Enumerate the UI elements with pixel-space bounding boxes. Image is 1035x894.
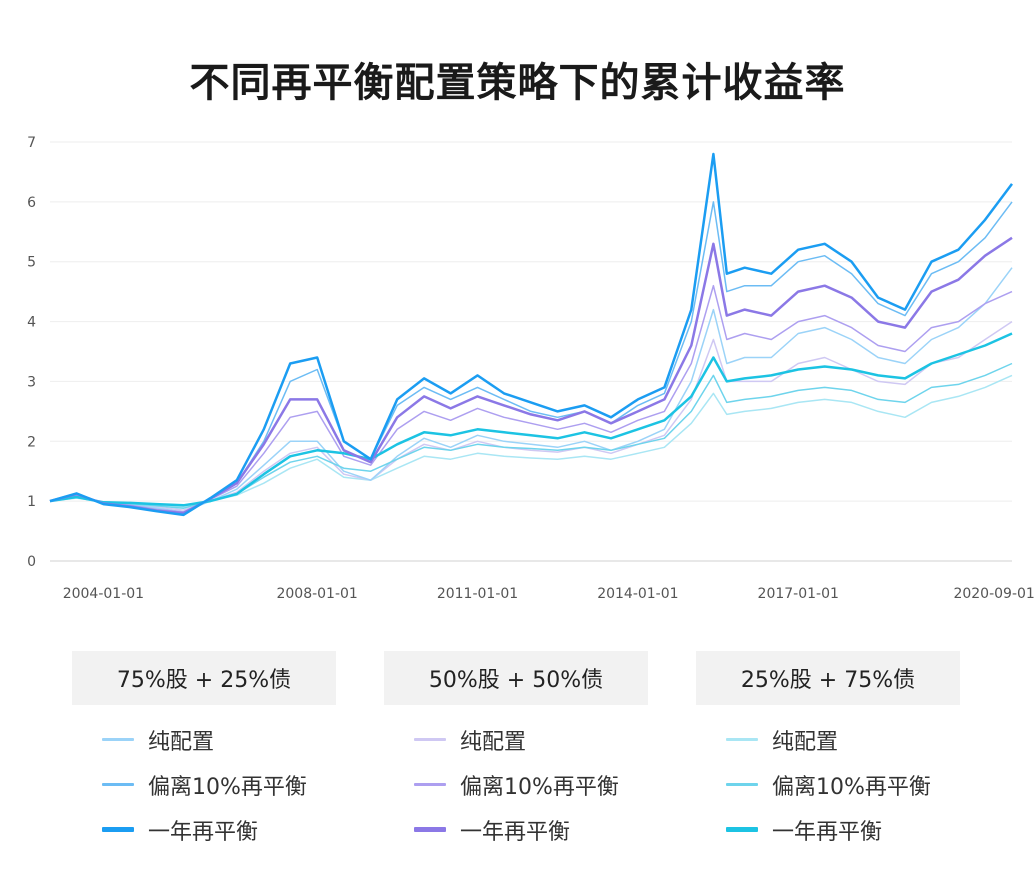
series-lines bbox=[49, 152, 1014, 517]
legend-item: 偏离10%再平衡 bbox=[102, 762, 336, 807]
y-tick-label: 2 bbox=[27, 434, 36, 450]
legend-label: 偏离10%再平衡 bbox=[460, 774, 619, 800]
x-tick-label: 2004-01-01 bbox=[63, 586, 144, 602]
legend-item: 偏离10%再平衡 bbox=[414, 762, 648, 807]
legend-items: 纯配置偏离10%再平衡 一年再平衡 bbox=[384, 717, 648, 852]
y-tick-label: 1 bbox=[27, 494, 36, 510]
legend-label: 纯配置 bbox=[460, 729, 527, 755]
axes: 0 1 2 3 4 5 6 7 2004-01-01 2008-01-01 2011-01-01 20… bbox=[27, 135, 1035, 602]
x-tick-label: 2008-01-01 bbox=[276, 586, 357, 602]
series-line bbox=[49, 284, 1013, 513]
x-tick-label: 2017-01-01 bbox=[758, 586, 839, 602]
y-tick-label: 0 bbox=[27, 554, 36, 570]
legend-group-75-25: 75%股 + 25%债 纯配置偏离10%再平衡 一年再平衡 bbox=[72, 651, 336, 852]
series-line bbox=[49, 236, 1013, 515]
legend-header: 25%股 + 75%债 bbox=[696, 651, 960, 705]
legend-item: 纯配置 bbox=[726, 717, 960, 762]
legend-swatch bbox=[102, 783, 134, 786]
legend-swatch bbox=[414, 827, 446, 832]
legend-item: 一年再平衡 bbox=[726, 807, 960, 852]
x-tick-label: 2011-01-01 bbox=[437, 586, 518, 602]
series-line bbox=[49, 201, 1013, 514]
gridlines bbox=[50, 141, 1012, 502]
y-tick-label: 4 bbox=[27, 315, 36, 331]
series-line bbox=[49, 152, 1014, 517]
series-line bbox=[49, 267, 1013, 513]
chart-title: 不同再平衡配置策略下的累计收益率 bbox=[189, 60, 846, 106]
legend-label: 纯配置 bbox=[148, 729, 215, 755]
line-chart: 0 1 2 3 4 5 6 7 2004-01-01 2008-01-01 2011-01-01 20… bbox=[27, 135, 1035, 602]
legend-item: 偏离10%再平衡 bbox=[726, 762, 960, 807]
legend-label: 纯配置 bbox=[772, 729, 839, 755]
legend-swatch bbox=[102, 827, 134, 832]
legend-label: 一年再平衡 bbox=[148, 819, 259, 845]
legend-swatch bbox=[726, 738, 758, 741]
legend-label: 偏离10%再平衡 bbox=[148, 774, 307, 800]
y-tick-label: 3 bbox=[27, 374, 36, 390]
legend-header: 50%股 + 50%债 bbox=[384, 651, 648, 705]
legend-item: 一年再平衡 bbox=[414, 807, 648, 852]
legend-swatch bbox=[102, 738, 134, 741]
legend-item: 纯配置 bbox=[102, 717, 336, 762]
y-tick-label: 7 bbox=[27, 135, 36, 151]
legend-header: 75%股 + 25%债 bbox=[72, 651, 336, 705]
legend-label: 偏离10%再平衡 bbox=[772, 774, 931, 800]
y-tick-label: 6 bbox=[27, 195, 36, 211]
y-tick-label: 5 bbox=[27, 255, 36, 271]
x-tick-label: 2014-01-01 bbox=[597, 586, 678, 602]
legend-swatch bbox=[414, 738, 446, 741]
legend-swatch bbox=[726, 783, 758, 786]
legend-label: 一年再平衡 bbox=[460, 819, 571, 845]
legend-swatch bbox=[414, 783, 446, 786]
legend-item: 纯配置 bbox=[414, 717, 648, 762]
series-line bbox=[49, 332, 1013, 507]
x-tick-label: 2020-09-01 bbox=[953, 586, 1034, 602]
legend-group-50-50: 50%股 + 50%债 纯配置偏离10%再平衡 一年再平衡 bbox=[384, 651, 648, 852]
legend-items: 纯配置偏离10%再平衡 一年再平衡 bbox=[696, 717, 960, 852]
legend-items: 纯配置偏离10%再平衡 一年再平衡 bbox=[72, 717, 336, 852]
legend-swatch bbox=[726, 827, 758, 832]
legend-group-25-75: 25%股 + 75%债 纯配置偏离10%再平衡 一年再平衡 bbox=[696, 651, 960, 852]
legend-item: 一年再平衡 bbox=[102, 807, 336, 852]
legend-label: 一年再平衡 bbox=[772, 819, 883, 845]
